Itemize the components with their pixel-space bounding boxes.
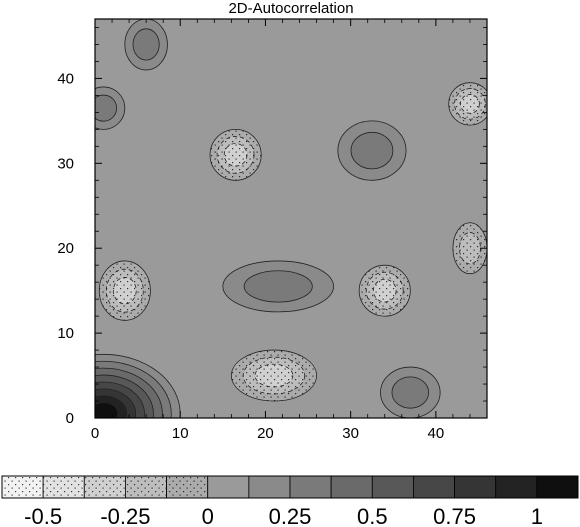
x-tick-label: 20: [257, 425, 274, 442]
contour-features: [95, 19, 487, 418]
colorbar-tick-label: -0.5: [24, 504, 62, 527]
colorbar-swatch: [454, 475, 497, 499]
stipple-overlay: [255, 364, 293, 387]
colorbar-swatch: [371, 475, 414, 499]
contour-feature-positive: [380, 366, 441, 418]
colorbar-swatch-stipple: [166, 476, 208, 498]
contour-feature-positive: [337, 120, 407, 181]
contour-feature-positive: [124, 19, 168, 71]
colorbar-tick-label: 1: [531, 504, 543, 527]
stipple-overlay: [373, 279, 397, 302]
contour-band: [95, 94, 118, 122]
x-tick-label: 0: [91, 425, 99, 442]
contour-plot-area: [95, 19, 487, 418]
colorbar-tick-label: 0.75: [433, 504, 476, 527]
contour-feature-negative: [209, 128, 262, 181]
contour-feature-positive: [222, 260, 335, 313]
y-tick-label: 20: [57, 240, 74, 257]
contour-feature-negative: [448, 82, 487, 126]
colorbar-tick-label: 0.5: [357, 504, 388, 527]
colorbar-swatch-stipple: [2, 476, 44, 498]
stipple-overlay: [459, 232, 481, 264]
axis-ticks: 0 10 20 30 40 0 10 20 30 40: [57, 19, 488, 442]
x-tick-label: 10: [172, 425, 189, 442]
colorbar-frame: [1, 475, 579, 499]
x-tick-label: 30: [342, 425, 359, 442]
stipple-overlay: [113, 277, 137, 304]
y-tick-label: 30: [57, 155, 74, 172]
colorbar-swatch: [413, 475, 455, 499]
contour-band: [350, 131, 394, 170]
chart-title: 2D-Autocorrelation: [228, 0, 353, 17]
contour-feature-negative: [98, 260, 151, 321]
contour-band: [391, 376, 430, 409]
contour-feature-negative: [358, 264, 411, 317]
y-tick-label: 10: [57, 325, 74, 342]
contour-feature-positive: [95, 353, 181, 418]
colorbar-swatch: [289, 475, 332, 499]
contour-band: [243, 270, 313, 303]
colorbar-tick-label: 0: [202, 504, 214, 527]
contour-band: [95, 402, 119, 418]
colorbar-swatch-stipple: [84, 476, 126, 498]
colorbar-tick-label: 0.25: [269, 504, 312, 527]
y-tick-label: 40: [57, 70, 74, 87]
colorbar: -0.5 -0.25 0 0.25 0.5 0.75 1: [1, 475, 579, 527]
colorbar-swatch: [207, 475, 250, 499]
colorbar-swatch-stipple: [43, 476, 85, 498]
x-tick-label: 40: [428, 425, 445, 442]
colorbar-swatch: [248, 475, 291, 499]
stipple-overlay: [460, 94, 480, 114]
plot-frame: [94, 18, 488, 419]
contour-feature-positive: [95, 86, 126, 130]
contour-band: [132, 28, 160, 61]
colorbar-swatch-stipple: [125, 476, 167, 498]
y-tick-label: 0: [66, 410, 74, 427]
colorbar-swatch: [495, 475, 538, 499]
contour-feature-negative: [230, 349, 317, 402]
colorbar-swatch: [536, 475, 579, 499]
colorbar-swatch: [330, 475, 373, 499]
colorbar-tick-label: -0.25: [100, 504, 150, 527]
contour-feature-negative: [452, 222, 487, 275]
background-contour-region: [95, 19, 487, 418]
stipple-overlay: [224, 143, 247, 167]
